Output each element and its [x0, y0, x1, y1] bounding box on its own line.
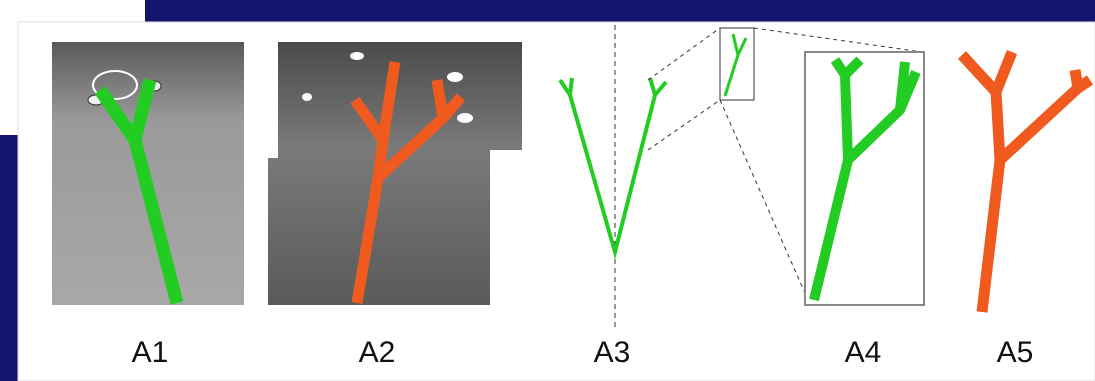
panel-a1-image [52, 42, 244, 305]
panel-label: A5 [997, 336, 1034, 369]
panel-a2-image [268, 42, 522, 305]
slide: A1 A2 A3 A4 A5 [0, 0, 1095, 381]
panel-label: A2 [359, 336, 396, 369]
panel-label: A3 [594, 336, 631, 369]
left-bar [0, 135, 20, 381]
panel-label: A4 [845, 336, 882, 369]
panel-label: A1 [132, 336, 169, 369]
top-bar [145, 0, 1095, 22]
panel-a4-drawing [805, 52, 924, 305]
